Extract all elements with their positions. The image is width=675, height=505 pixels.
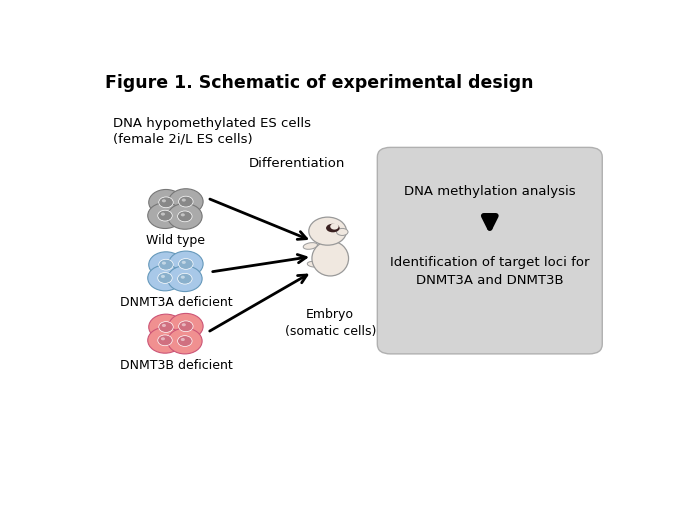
- Circle shape: [181, 276, 185, 279]
- Circle shape: [179, 321, 193, 332]
- Ellipse shape: [337, 229, 348, 236]
- Circle shape: [148, 266, 182, 291]
- Circle shape: [178, 336, 192, 347]
- Ellipse shape: [303, 243, 317, 250]
- Circle shape: [161, 337, 165, 341]
- Circle shape: [182, 199, 186, 202]
- Text: Embryo
(somatic cells): Embryo (somatic cells): [285, 308, 376, 337]
- Circle shape: [162, 324, 166, 327]
- Circle shape: [169, 314, 203, 339]
- Circle shape: [148, 252, 183, 278]
- Text: Wild type: Wild type: [146, 233, 205, 246]
- Circle shape: [308, 218, 346, 246]
- Text: DNMT3A deficient: DNMT3A deficient: [119, 295, 232, 309]
- Circle shape: [181, 214, 185, 217]
- Circle shape: [167, 329, 202, 354]
- Circle shape: [148, 328, 182, 354]
- Circle shape: [159, 260, 173, 271]
- Circle shape: [148, 315, 183, 340]
- Circle shape: [179, 197, 193, 208]
- Circle shape: [158, 335, 172, 346]
- Circle shape: [169, 251, 203, 277]
- Circle shape: [158, 211, 172, 222]
- Circle shape: [161, 275, 165, 278]
- Text: DNA hypomethylated ES cells: DNA hypomethylated ES cells: [113, 117, 311, 130]
- Circle shape: [167, 204, 202, 230]
- Circle shape: [182, 324, 186, 327]
- Circle shape: [167, 266, 202, 292]
- Circle shape: [162, 200, 166, 203]
- Circle shape: [162, 262, 166, 265]
- Circle shape: [330, 224, 339, 230]
- Circle shape: [169, 189, 203, 215]
- Circle shape: [182, 261, 186, 265]
- Text: DNA methylation analysis: DNA methylation analysis: [404, 184, 576, 197]
- Ellipse shape: [326, 224, 340, 233]
- Text: Identification of target loci for
DNMT3A and DNMT3B: Identification of target loci for DNMT3A…: [390, 255, 589, 286]
- Circle shape: [148, 190, 183, 216]
- Circle shape: [159, 322, 173, 333]
- Text: (female 2i/L ES cells): (female 2i/L ES cells): [113, 132, 252, 145]
- Text: DNMT3B deficient: DNMT3B deficient: [119, 358, 232, 371]
- Circle shape: [178, 212, 192, 222]
- Circle shape: [159, 197, 173, 209]
- Circle shape: [179, 259, 193, 270]
- Circle shape: [181, 338, 185, 341]
- Text: Figure 1. Schematic of experimental design: Figure 1. Schematic of experimental desi…: [105, 74, 534, 92]
- FancyBboxPatch shape: [377, 148, 602, 354]
- Ellipse shape: [312, 241, 348, 276]
- Ellipse shape: [307, 262, 320, 268]
- Circle shape: [158, 273, 172, 284]
- Circle shape: [161, 213, 165, 216]
- Circle shape: [148, 204, 182, 229]
- Circle shape: [178, 274, 192, 284]
- Text: Differentiation: Differentiation: [249, 157, 346, 170]
